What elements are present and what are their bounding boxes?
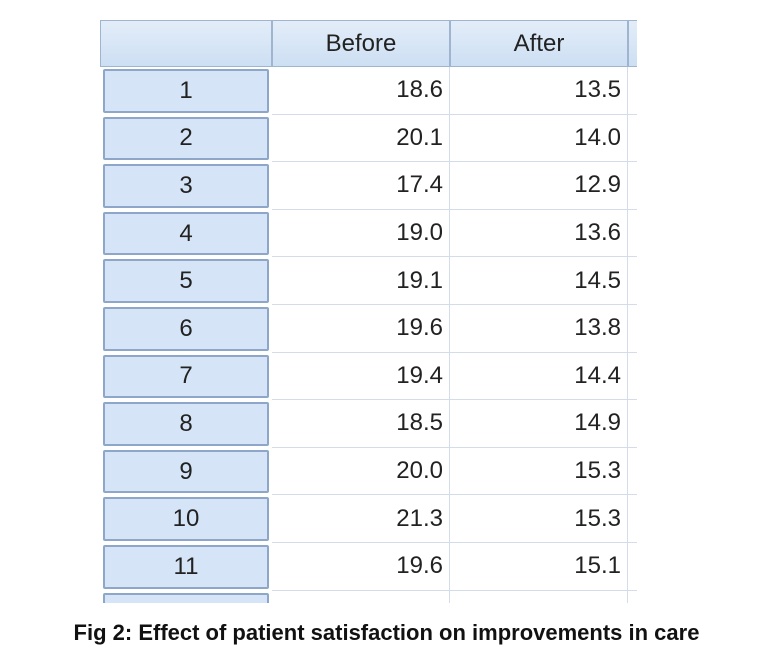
column-header: Before [272, 20, 450, 67]
data-cell: 14.5 [450, 257, 628, 305]
data-cell: 13.6 [450, 209, 628, 258]
data-cell: 15.3 [450, 447, 628, 496]
column-header: After [450, 20, 628, 67]
data-cell [450, 590, 628, 603]
data-cell: 19.0 [272, 209, 450, 258]
row-header: 7 [103, 354, 269, 399]
data-cell: 21.3 [272, 495, 450, 543]
data-cell: 15.1 [450, 543, 628, 591]
data-cell [272, 590, 450, 603]
data-cell: 18.6 [272, 67, 450, 115]
data-cell: 19.4 [272, 352, 450, 401]
data-cell: 14.9 [450, 400, 628, 448]
data-cell [628, 210, 637, 258]
data-cell: 17.4 [272, 162, 450, 210]
corner-header [100, 20, 272, 67]
data-cell: 13.5 [450, 67, 628, 115]
data-cell [628, 400, 637, 448]
data-cell: 14.4 [450, 352, 628, 401]
row-header: 5 [103, 259, 269, 303]
data-cell [628, 495, 637, 543]
row-header: 4 [103, 211, 269, 256]
data-cell: 19.1 [272, 257, 450, 305]
data-cell [628, 115, 637, 163]
data-cell: 15.3 [450, 495, 628, 543]
row-header: 10 [103, 497, 269, 541]
data-cell [628, 257, 637, 305]
row-header [103, 592, 269, 603]
data-cell: 12.9 [450, 162, 628, 210]
caption: Fig 2: Effect of patient satisfaction on… [73, 620, 700, 645]
data-cell: 18.5 [272, 400, 450, 448]
row-header: 1 [103, 69, 269, 113]
data-cell [628, 67, 637, 115]
data-cell: 13.8 [450, 305, 628, 353]
data-cell [628, 353, 637, 401]
data-cell [628, 448, 637, 496]
row-header: 9 [103, 449, 269, 494]
data-grid: Before After 1 18.6 13.5 2 20.1 14.0 3 17.4 12.9 4 1… [100, 20, 637, 603]
row-header: 3 [103, 164, 269, 208]
row-header: 2 [103, 116, 269, 161]
column-header [628, 20, 637, 67]
data-cell [628, 543, 637, 591]
data-cell: 20.0 [272, 447, 450, 496]
row-header: 8 [103, 402, 269, 446]
row-header: 6 [103, 307, 269, 351]
data-cell: 20.1 [272, 114, 450, 163]
data-cell: 19.6 [272, 305, 450, 353]
data-cell: 14.0 [450, 114, 628, 163]
data-cell [628, 162, 637, 210]
data-cell [628, 591, 637, 603]
data-cell [628, 305, 637, 353]
data-cell: 19.6 [272, 543, 450, 591]
row-header: 11 [103, 545, 269, 589]
